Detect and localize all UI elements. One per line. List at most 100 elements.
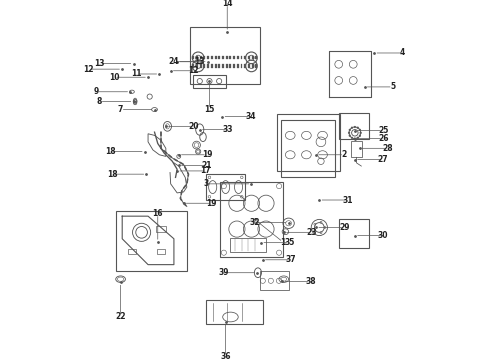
Bar [248, 64, 250, 68]
Text: 34: 34 [245, 112, 256, 121]
Bar [207, 64, 209, 68]
Bar [255, 64, 257, 68]
Text: 23: 23 [307, 228, 318, 237]
Text: 18: 18 [107, 170, 118, 179]
Bar [230, 238, 266, 252]
Text: 39: 39 [218, 268, 229, 277]
Bar [203, 55, 205, 59]
Text: 18: 18 [105, 147, 116, 156]
Text: 27: 27 [378, 155, 389, 164]
Bar [211, 64, 213, 68]
Bar [233, 55, 235, 59]
Circle shape [359, 129, 361, 131]
Bar [339, 219, 369, 248]
Bar [237, 64, 239, 68]
Bar [200, 64, 202, 68]
Text: 10: 10 [109, 73, 120, 82]
Circle shape [351, 137, 353, 139]
Text: 19: 19 [207, 199, 217, 208]
Bar [229, 55, 231, 59]
Text: 35: 35 [284, 238, 294, 247]
Bar [252, 55, 253, 59]
Circle shape [349, 129, 351, 131]
Bar [116, 211, 187, 271]
Text: 17: 17 [200, 166, 211, 175]
Text: 36: 36 [220, 352, 231, 360]
Bar [206, 174, 245, 200]
Bar [229, 64, 231, 68]
Bar [233, 64, 235, 68]
Text: 9: 9 [94, 87, 99, 96]
Bar [339, 113, 369, 139]
Bar [244, 55, 246, 59]
Text: 29: 29 [339, 223, 349, 232]
Text: 3: 3 [204, 179, 209, 188]
Bar [244, 64, 246, 68]
Bar [241, 64, 243, 68]
Circle shape [349, 135, 351, 137]
Bar [203, 64, 205, 68]
Bar [248, 55, 250, 59]
Text: 1: 1 [280, 238, 286, 247]
Bar [215, 55, 217, 59]
Bar [215, 64, 217, 68]
Text: 8: 8 [97, 97, 102, 106]
Bar [220, 182, 283, 257]
Text: 13: 13 [195, 57, 205, 66]
Bar [128, 249, 136, 254]
Bar [281, 120, 336, 177]
Bar [190, 27, 260, 84]
Bar [200, 55, 202, 59]
Bar [277, 114, 341, 171]
Bar [252, 64, 253, 68]
Bar [193, 55, 194, 59]
Bar [260, 271, 289, 291]
Bar [237, 55, 239, 59]
Bar [226, 55, 228, 59]
Text: 14: 14 [222, 0, 232, 8]
Text: 37: 37 [286, 255, 296, 264]
Bar [196, 64, 198, 68]
Text: 15: 15 [204, 105, 215, 114]
Bar [241, 55, 243, 59]
Circle shape [359, 135, 361, 137]
Bar [218, 64, 220, 68]
Bar [218, 55, 220, 59]
Text: 19: 19 [202, 150, 212, 159]
Bar [222, 64, 224, 68]
Text: 38: 38 [305, 277, 316, 286]
Bar [193, 75, 225, 87]
Bar [156, 226, 166, 232]
Text: 16: 16 [152, 209, 163, 218]
Text: 11: 11 [131, 69, 142, 78]
Circle shape [348, 132, 350, 134]
Text: 20: 20 [189, 122, 199, 131]
Circle shape [360, 132, 362, 134]
Bar [193, 64, 194, 68]
Text: 28: 28 [383, 144, 393, 153]
Bar [157, 249, 165, 254]
Bar [226, 64, 228, 68]
Text: 26: 26 [378, 134, 389, 143]
Text: 2: 2 [342, 150, 347, 159]
Bar [196, 55, 198, 59]
Text: 24: 24 [169, 57, 179, 66]
Text: 21: 21 [202, 161, 212, 170]
Circle shape [357, 137, 359, 139]
Bar [206, 300, 263, 324]
Text: 4: 4 [400, 49, 405, 58]
Circle shape [354, 138, 356, 140]
Text: 25: 25 [378, 126, 389, 135]
Bar [211, 55, 213, 59]
Bar [222, 55, 224, 59]
Bar [207, 55, 209, 59]
Circle shape [357, 127, 359, 129]
Text: 32: 32 [249, 218, 260, 227]
Text: 31: 31 [343, 195, 353, 204]
Text: 22: 22 [115, 312, 126, 321]
Text: 30: 30 [378, 231, 389, 240]
Text: 7: 7 [118, 105, 123, 114]
Text: 12: 12 [83, 65, 94, 74]
Bar [351, 141, 362, 157]
Text: 13: 13 [95, 59, 105, 68]
